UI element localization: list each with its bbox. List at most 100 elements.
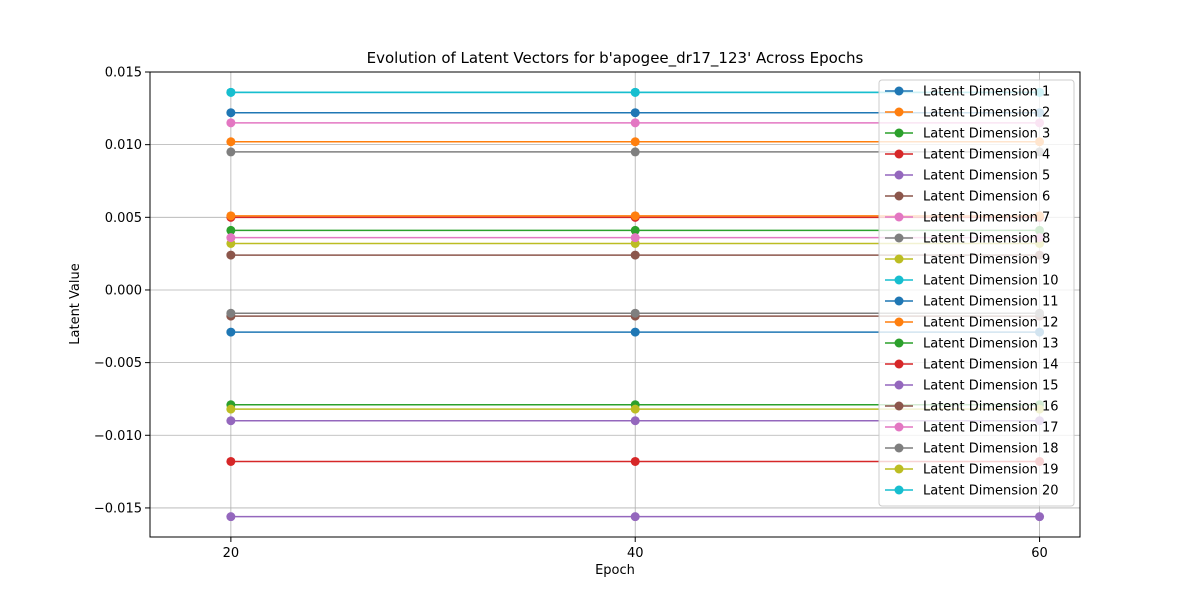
- y-axis-label: Latent Value: [68, 263, 83, 344]
- legend-label: Latent Dimension 17: [923, 421, 1059, 436]
- data-point: [226, 308, 236, 318]
- y-tick-label: 0.010: [105, 138, 142, 153]
- legend-label: Latent Dimension 9: [923, 253, 1050, 268]
- legend-label: Latent Dimension 5: [923, 169, 1050, 184]
- legend-item: Latent Dimension 14: [885, 358, 1059, 373]
- data-point: [630, 456, 640, 466]
- legend-label: Latent Dimension 20: [923, 484, 1059, 499]
- legend-swatch-marker: [894, 128, 904, 138]
- legend-swatch-marker: [894, 212, 904, 222]
- series-5: [226, 512, 1045, 522]
- data-point: [226, 137, 236, 147]
- data-point: [630, 108, 640, 118]
- legend-swatch-marker: [894, 317, 904, 327]
- legend-label: Latent Dimension 8: [923, 232, 1050, 247]
- y-tick-label: 0.005: [105, 211, 142, 226]
- legend-item: Latent Dimension 6: [885, 190, 1050, 205]
- legend-item: Latent Dimension 5: [885, 169, 1050, 184]
- data-point: [630, 147, 640, 157]
- legend-swatch-marker: [894, 254, 904, 264]
- data-point: [630, 416, 640, 426]
- chart-title: Evolution of Latent Vectors for b'apogee…: [367, 49, 864, 68]
- data-point: [226, 456, 236, 466]
- data-point: [630, 225, 640, 235]
- data-point: [226, 404, 236, 414]
- legend-swatch-marker: [894, 359, 904, 369]
- data-point: [1035, 512, 1045, 522]
- y-tick-label: 0.000: [105, 283, 142, 298]
- legend-swatch-marker: [894, 191, 904, 201]
- legend-item: Latent Dimension 15: [885, 379, 1059, 394]
- legend-label: Latent Dimension 6: [923, 190, 1050, 205]
- plot-frame: [149, 71, 1081, 538]
- legend-label: Latent Dimension 15: [923, 379, 1059, 394]
- legend-swatch-marker: [894, 485, 904, 495]
- y-tick-label: −0.015: [94, 501, 142, 516]
- legend-label: Latent Dimension 7: [923, 211, 1050, 226]
- legend-item: Latent Dimension 20: [885, 484, 1059, 499]
- legend-swatch-marker: [894, 149, 904, 159]
- legend-swatch-marker: [894, 107, 904, 117]
- legend-label: Latent Dimension 13: [923, 337, 1059, 352]
- legend-swatch-marker: [894, 464, 904, 474]
- legend-swatch-marker: [894, 296, 904, 306]
- y-tick-label: −0.005: [94, 356, 142, 371]
- legend-swatch-marker: [894, 422, 904, 432]
- legend-swatch-marker: [894, 233, 904, 243]
- legend-item: Latent Dimension 3: [885, 127, 1050, 142]
- legend-swatch-marker: [894, 380, 904, 390]
- legend-label: Latent Dimension 10: [923, 274, 1059, 289]
- x-axis-label: Epoch: [595, 563, 635, 578]
- x-axis: 20 40 60: [223, 537, 1048, 561]
- legend-label: Latent Dimension 19: [923, 463, 1059, 478]
- legend-item: Latent Dimension 13: [885, 337, 1059, 352]
- legend-item: Latent Dimension 10: [885, 274, 1059, 289]
- x-tick-label: 20: [223, 546, 240, 561]
- x-tick-label: 60: [1031, 546, 1048, 561]
- legend-label: Latent Dimension 18: [923, 442, 1059, 457]
- data-point: [630, 137, 640, 147]
- legend-item: Latent Dimension 7: [885, 211, 1050, 226]
- legend-label: Latent Dimension 11: [923, 295, 1059, 310]
- legend-item: Latent Dimension 18: [885, 442, 1059, 457]
- data-point: [630, 404, 640, 414]
- legend-item: Latent Dimension 12: [885, 316, 1059, 331]
- data-point: [630, 250, 640, 260]
- legend-swatch-marker: [894, 443, 904, 453]
- data-point: [630, 87, 640, 97]
- legend-item: Latent Dimension 11: [885, 295, 1059, 310]
- data-point: [226, 87, 236, 97]
- legend-item: Latent Dimension 4: [885, 148, 1050, 163]
- legend-label: Latent Dimension 1: [923, 85, 1050, 100]
- legend-box: [878, 79, 1075, 507]
- legend-label: Latent Dimension 4: [923, 148, 1050, 163]
- legend-swatch-marker: [894, 338, 904, 348]
- data-point: [630, 211, 640, 221]
- legend-item: Latent Dimension 16: [885, 400, 1059, 415]
- legend-label: Latent Dimension 12: [923, 316, 1059, 331]
- data-point: [630, 118, 640, 128]
- legend-swatch-marker: [894, 401, 904, 411]
- data-point: [226, 225, 236, 235]
- legend: Latent Dimension 1 Latent Dimension 2 Late…: [878, 79, 1075, 507]
- legend-swatch-marker: [894, 275, 904, 285]
- legend-label: Latent Dimension 16: [923, 400, 1059, 415]
- legend-item: Latent Dimension 9: [885, 253, 1050, 268]
- legend-item: Latent Dimension 17: [885, 421, 1059, 436]
- data-point: [226, 118, 236, 128]
- data-point: [630, 512, 640, 522]
- data-point: [630, 233, 640, 243]
- legend-item: Latent Dimension 19: [885, 463, 1059, 478]
- legend-item: Latent Dimension 2: [885, 106, 1050, 121]
- legend-label: Latent Dimension 3: [923, 127, 1050, 142]
- data-point: [226, 108, 236, 118]
- legend-swatch-marker: [894, 86, 904, 96]
- x-tick-label: 40: [627, 546, 644, 561]
- data-point: [630, 327, 640, 337]
- data-point: [630, 308, 640, 318]
- data-point: [226, 211, 236, 221]
- data-point: [226, 233, 236, 243]
- data-point: [226, 250, 236, 260]
- y-tick-label: 0.015: [105, 66, 142, 81]
